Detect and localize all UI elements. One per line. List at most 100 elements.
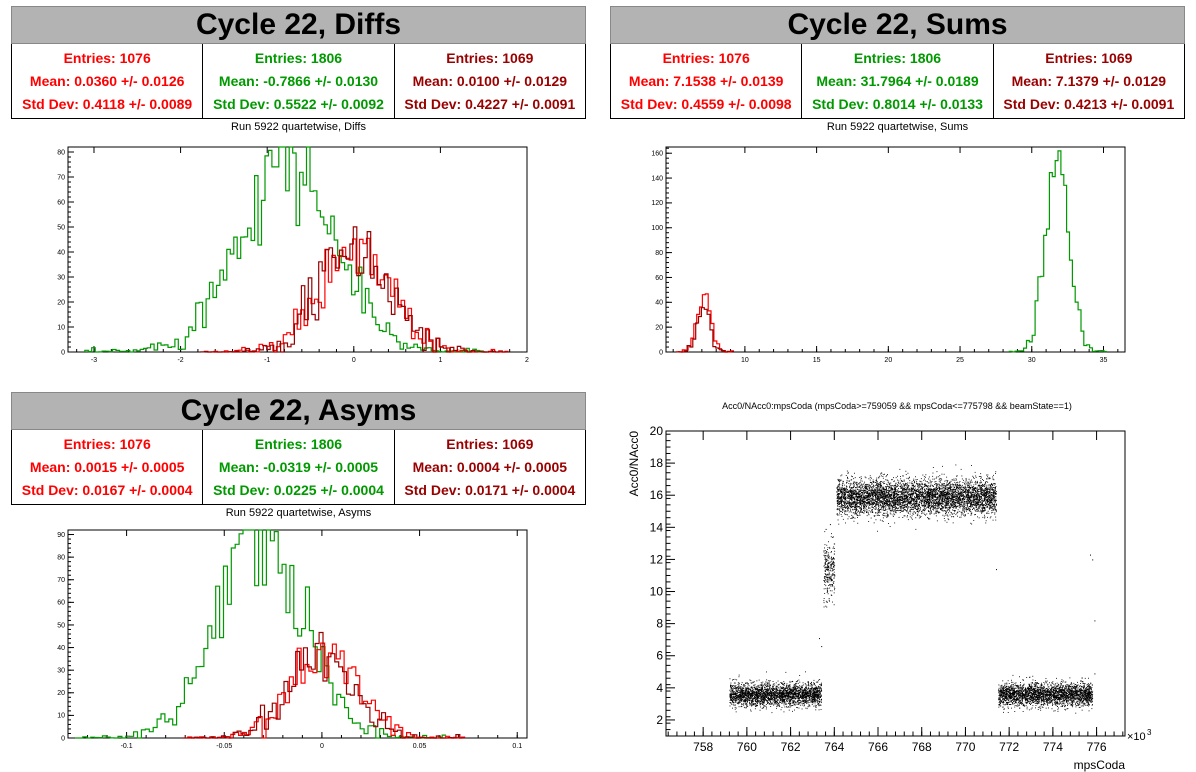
outlier-point	[821, 646, 823, 648]
x-tick-label: -3	[91, 357, 97, 364]
y-tick-label: 60	[57, 600, 65, 607]
x-tick-label: 772	[999, 740, 1019, 754]
stats-green: Entries: 1806 Mean: -0.7866 +/- 0.0130 S…	[203, 44, 395, 118]
y-tick-label: 70	[57, 577, 65, 584]
entries: Entries: 1076	[63, 435, 151, 452]
stats-red: Entries: 1076 Mean: 0.0015 +/- 0.0005 St…	[12, 430, 204, 504]
y-tick-label: 10	[57, 713, 65, 720]
y-tick-label: 100	[651, 225, 663, 232]
mean: Mean: -0.7866 +/- 0.0130	[218, 72, 379, 89]
stats-red: Entries: 1076 Mean: 0.0360 +/- 0.0126 St…	[12, 44, 204, 118]
x-tick-label: 1	[438, 357, 442, 364]
acc-scatter-plot: Acc0/NAcc0:mpsCoda (mpsCoda>=759059 && m…	[627, 401, 1152, 772]
y-tick-label: 30	[57, 274, 65, 281]
stats-green: Entries: 1806 Mean: 31.7964 +/- 0.0189 S…	[802, 44, 994, 118]
y-tick-label: 2	[656, 713, 663, 727]
histogram-series	[75, 529, 447, 739]
x-tick-label: 2	[525, 357, 529, 364]
y-tick-label: 140	[651, 175, 663, 182]
outlier-point	[1094, 620, 1096, 622]
std: Std Dev: 0.4227 +/- 0.0091	[404, 96, 576, 113]
outlier-point	[1092, 559, 1094, 561]
stats-green: Entries: 1806 Mean: -0.0319 +/- 0.0005 S…	[203, 430, 395, 504]
y-tick-label: 14	[650, 520, 664, 534]
std: Std Dev: 0.0225 +/- 0.0004	[213, 482, 384, 499]
entries: Entries: 1806	[254, 435, 343, 452]
outlier-point	[1090, 554, 1091, 556]
std: Std Dev: 0.0171 +/- 0.0004	[404, 482, 576, 499]
x-tick-label: 774	[1043, 740, 1063, 754]
entries: Entries: 1069	[446, 435, 534, 452]
y-tick-label: 50	[57, 622, 65, 629]
panel-subtitle: Run 5922 quartetwise, Sums	[826, 121, 969, 133]
y-tick-label: 8	[656, 617, 663, 631]
y-tick-label: 80	[57, 149, 65, 156]
entries: Entries: 1076	[63, 49, 151, 66]
x-tick-label: 0.05	[413, 743, 427, 750]
y-tick-label: 6	[656, 649, 663, 663]
histogram-series	[182, 631, 464, 739]
stats-box: Entries: 1076 Mean: 0.0015 +/- 0.0005 St…	[11, 430, 586, 505]
y-tick-label: 16	[650, 488, 664, 502]
x-tick-label: -0.1	[121, 743, 133, 750]
histogram-series	[187, 642, 466, 739]
outlier-point	[1094, 673, 1096, 675]
x-tick-label: 760	[737, 740, 757, 754]
y-tick-label: 80	[57, 554, 65, 561]
asyms-histogram: -0.1 -0.05 0 0.05 0.1 0 10 20 30 40 50 60 70 80 90	[57, 529, 528, 750]
histogram-series	[200, 226, 510, 353]
x-tick-label: 15	[813, 357, 821, 364]
mean: Mean: 0.0015 +/- 0.0005	[29, 458, 185, 475]
histogram-series	[676, 293, 734, 353]
y-axis-label: Acc0/NAcc0	[627, 431, 641, 497]
mean: Mean: -0.0319 +/- 0.0005	[218, 458, 379, 475]
sums-histogram: 10 15 20 25 30 35 0 20 40 60 80 100 120 140 160	[651, 146, 1126, 364]
y-tick-label: 20	[650, 424, 664, 438]
scatter-points	[729, 464, 1094, 714]
x-exponent: ×10	[1127, 731, 1146, 743]
x-tick-label: 758	[693, 740, 713, 754]
x-tick-label: 0	[320, 743, 324, 750]
entries: Entries: 1069	[1045, 49, 1133, 66]
y-tick-label: 60	[57, 199, 65, 206]
x-exponent-sup: 3	[1147, 728, 1152, 737]
y-tick-label: 60	[655, 275, 663, 282]
panel-subtitle: Run 5922 quartetwise, Asyms	[225, 507, 372, 519]
panel-title: Cycle 22, Asyms	[11, 392, 586, 430]
y-tick-label: 70	[57, 174, 65, 181]
y-tick-label: 40	[57, 249, 65, 256]
x-tick-label: 10	[741, 357, 749, 364]
mean: Mean: 31.7964 +/- 0.0189	[816, 72, 979, 89]
x-tick-label: 20	[884, 357, 892, 364]
histogram-series	[1008, 150, 1107, 353]
outlier-point	[819, 638, 820, 640]
y-tick-label: 40	[655, 300, 663, 307]
stats-box: Entries: 1076 Mean: 7.1538 +/- 0.0139 St…	[610, 44, 1185, 119]
mean: Mean: 7.1379 +/- 0.0129	[1011, 72, 1167, 89]
std: Std Dev: 0.5522 +/- 0.0092	[213, 96, 384, 113]
stats-box: Entries: 1076 Mean: 0.0360 +/- 0.0126 St…	[11, 44, 586, 119]
plot-frame	[665, 146, 1126, 353]
entries: Entries: 1806	[853, 49, 942, 66]
y-tick-label: 50	[57, 224, 65, 231]
mean: Mean: 7.1538 +/- 0.0139	[628, 72, 784, 89]
y-tick-label: 90	[57, 532, 65, 539]
y-tick-label: 20	[57, 690, 65, 697]
scatter-title: Acc0/NAcc0:mpsCoda (mpsCoda>=759059 && m…	[722, 401, 1072, 411]
y-tick-label: 18	[650, 456, 664, 470]
y-tick-label: 4	[656, 681, 663, 695]
histogram-series	[207, 237, 509, 353]
entries: Entries: 1806	[254, 49, 343, 66]
x-axis-label: mpsCoda	[1074, 758, 1126, 772]
x-tick-label: 766	[868, 740, 888, 754]
y-tick-label: 0	[61, 735, 65, 742]
plot-frame	[67, 146, 528, 353]
x-tick-label: 30	[1028, 357, 1036, 364]
y-tick-label: 30	[57, 668, 65, 675]
x-tick-label: 776	[1087, 740, 1107, 754]
y-tick-label: 40	[57, 645, 65, 652]
x-tick-label: -0.05	[216, 743, 232, 750]
mean: Mean: 0.0360 +/- 0.0126	[29, 72, 185, 89]
x-tick-label: 764	[824, 740, 844, 754]
